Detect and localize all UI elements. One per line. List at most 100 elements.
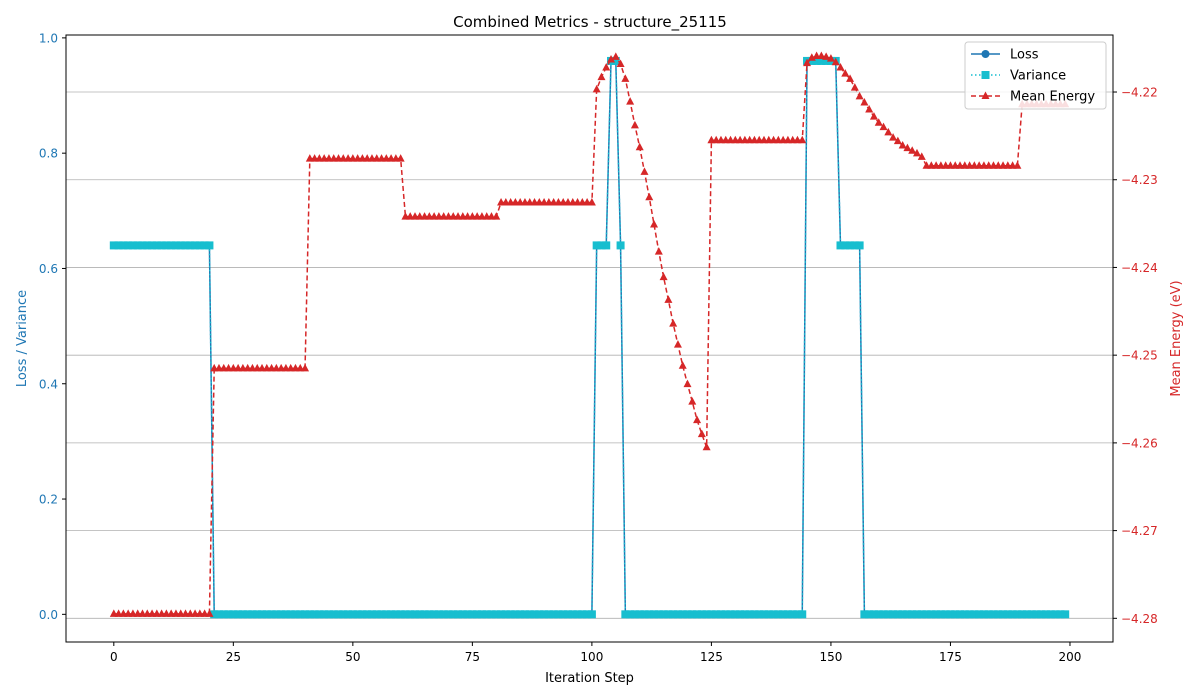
mean-energy-point (630, 120, 639, 129)
variance-point (272, 610, 281, 619)
mean-energy-point (597, 72, 606, 81)
variance-point (320, 610, 329, 619)
variance-point (712, 610, 721, 619)
legend-energy-label: Mean Energy (1010, 90, 1095, 105)
variance-point (946, 610, 955, 619)
variance-point (621, 610, 630, 619)
variance-point (740, 610, 749, 619)
variance-point (1013, 610, 1022, 619)
variance-point (286, 610, 295, 619)
variance-point (956, 610, 965, 619)
variance-point (860, 610, 869, 619)
variance-point (573, 610, 582, 619)
variance-point (439, 610, 448, 619)
variance-point (520, 610, 529, 619)
variance-point (477, 610, 486, 619)
variance-point (846, 241, 855, 250)
variance-point (841, 241, 850, 250)
variance-point (415, 610, 424, 619)
mean-energy-point (846, 74, 855, 82)
mean-energy-point (683, 379, 692, 388)
variance-point (167, 241, 176, 250)
variance-point (779, 610, 788, 619)
left-y-tick-label: 0.4 (39, 377, 58, 391)
variance-point (602, 241, 611, 250)
variance-point (893, 610, 902, 619)
variance-point (305, 610, 314, 619)
mean-energy-point (654, 247, 663, 255)
variance-point (377, 610, 386, 619)
mean-energy-point (702, 442, 711, 451)
variance-point (411, 610, 419, 619)
left-y-tick-label: 1.0 (39, 31, 58, 45)
variance-point (693, 610, 702, 619)
mean-energy-point (879, 122, 888, 131)
mean-energy-point (693, 415, 702, 424)
legend-variance-label: Variance (1010, 69, 1066, 84)
variance-point (157, 241, 166, 250)
mean-energy-point (836, 62, 845, 71)
variance-point (716, 610, 725, 619)
mean-energy-point (602, 62, 611, 71)
axes-layer: 0 25 50 75 100 125 150 175 200 0.0 0.2 0.4 0.6 0.8 1.0… (39, 31, 1158, 664)
legend-loss-marker (981, 50, 990, 58)
legend-item-mean-energy: Mean Energy (971, 90, 1095, 105)
right-y-tick-label: −4.23 (1121, 173, 1158, 187)
variance-point (372, 610, 381, 619)
variance-point (1018, 610, 1027, 619)
variance-point (683, 610, 692, 619)
variance-point (721, 610, 730, 619)
x-axis-label: Iteration Step (545, 671, 634, 686)
variance-point (616, 241, 625, 250)
variance-point (344, 610, 353, 619)
variance-point (908, 610, 917, 619)
variance-point (339, 610, 348, 619)
variance-point (234, 610, 243, 619)
mean-energy-point (640, 167, 649, 175)
mean-energy-point (874, 118, 883, 126)
variance-point (941, 610, 950, 619)
variance-point (396, 610, 405, 619)
variance-point (363, 610, 372, 619)
left-y-tick-label: 0.6 (39, 262, 58, 276)
variance-point (650, 610, 659, 619)
mean-energy-point (659, 272, 668, 281)
variance-point (817, 56, 826, 65)
variance-point (119, 241, 128, 250)
variance-point (463, 610, 472, 619)
variance-point (936, 610, 945, 619)
variance-point (731, 610, 740, 619)
variance-point (999, 610, 1008, 619)
variance-point (673, 610, 682, 619)
mean-energy-point (898, 141, 907, 149)
variance-point (850, 241, 859, 250)
mean-energy-point (817, 51, 826, 60)
variance-point (865, 610, 874, 619)
variance-point (387, 610, 396, 619)
mean-energy-point (673, 340, 682, 348)
variance-point (970, 610, 979, 619)
variance-point (549, 610, 558, 619)
variance-point (1022, 610, 1031, 619)
right-y-axis-label: Mean Energy (eV) (1169, 280, 1184, 396)
variance-point (420, 610, 429, 619)
variance-point (855, 241, 864, 250)
variance-point (229, 610, 238, 619)
x-tick-label: 200 (1059, 650, 1082, 664)
variance-point (922, 610, 931, 619)
right-y-tick-label: −4.25 (1121, 349, 1158, 363)
variance-point (454, 610, 463, 619)
mean-energy-point (884, 127, 893, 136)
variance-point (1061, 610, 1070, 619)
legend: Loss Variance Mean Energy (964, 41, 1107, 110)
variance-point (109, 241, 118, 250)
variance-point (501, 610, 510, 619)
variance-point (434, 610, 443, 619)
variance-point (583, 610, 592, 619)
mean-energy-point (621, 74, 630, 82)
variance-point (912, 610, 921, 619)
mean-energy-point (798, 135, 807, 144)
variance-point (277, 610, 286, 619)
variance-point (458, 610, 467, 619)
